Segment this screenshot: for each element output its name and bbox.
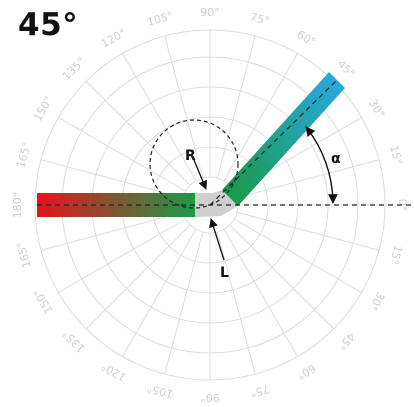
length-leader	[209, 218, 225, 261]
grid-spoke	[223, 228, 298, 357]
radius-leader	[193, 159, 208, 190]
grid-spoke	[164, 231, 204, 375]
scale-tick-label: 90°	[200, 391, 220, 404]
scale-tick-label: 45°	[335, 330, 358, 353]
grid-spoke	[85, 80, 191, 186]
angle-label: α	[331, 151, 341, 167]
radius-label: R	[185, 148, 196, 164]
grid-spoke	[229, 224, 335, 330]
scale-tick-label: 165°	[14, 141, 33, 170]
scale-tick-label: 120°	[99, 26, 128, 51]
scale-tick-label: 120°	[99, 359, 128, 384]
grid-spoke	[58, 117, 187, 192]
scale-tick-label: 105°	[146, 381, 175, 400]
grid-spoke	[85, 224, 191, 330]
grid-spoke	[236, 211, 380, 251]
scale-tick-label: 75°	[249, 382, 271, 400]
scale-tick-label: 135°	[60, 327, 88, 355]
scale-tick-label: 60°	[295, 28, 318, 49]
grid-spoke	[216, 231, 256, 375]
scale-tick-label: 90°	[200, 6, 220, 19]
scale-tick-label: 75°	[249, 10, 271, 28]
scale-tick-label: 60°	[295, 361, 318, 382]
grid-spoke	[164, 35, 204, 179]
scale-tick-label: 150°	[31, 94, 56, 123]
scale-tick-label: 180°	[11, 192, 24, 219]
scale-tick-label: 30°	[366, 290, 387, 313]
bend-radius-circle	[149, 119, 239, 209]
scale-tick-label: 15°	[387, 244, 405, 266]
grid-spoke	[216, 35, 256, 179]
bend-angle-title: 45°	[18, 7, 79, 43]
angled-centerline	[209, 79, 338, 206]
scale-tick-label: 165°	[14, 240, 33, 269]
scale-tick-label: 15°	[387, 144, 405, 166]
grid-spoke	[40, 211, 184, 251]
scale-tick-label: 105°	[146, 9, 175, 28]
grid-spoke	[58, 218, 187, 293]
left-flange	[37, 193, 195, 217]
grid-spoke	[122, 228, 197, 357]
scale-tick-label: 150°	[31, 287, 56, 316]
length-label: L	[220, 265, 229, 281]
grid-spoke	[122, 53, 197, 182]
scale-tick-label: 0°	[396, 199, 409, 212]
grid-spoke	[223, 53, 298, 182]
scale-tick-label: 30°	[366, 97, 387, 120]
right-flange	[222, 72, 345, 206]
bend-zone	[195, 190, 238, 217]
angle-arc	[305, 126, 338, 204]
scale-tick-label: 45°	[335, 57, 358, 80]
grid-spoke	[233, 218, 362, 293]
scale-tick-label: 135°	[60, 55, 88, 83]
